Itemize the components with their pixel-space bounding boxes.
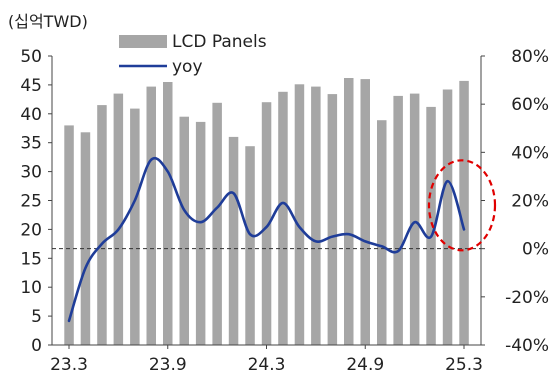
right-tick-label--40%: -40% bbox=[505, 336, 549, 356]
left-tick-label-50: 50 bbox=[20, 47, 42, 67]
left-tick-label-45: 45 bbox=[20, 76, 42, 96]
left-tick-label-0: 0 bbox=[31, 336, 42, 356]
highlight-ellipse-shape bbox=[427, 159, 497, 252]
left-tick-label-15: 15 bbox=[20, 249, 42, 269]
bar-24.10 bbox=[377, 120, 387, 345]
left-tick-label-30: 30 bbox=[20, 163, 42, 183]
bar-24.9 bbox=[360, 79, 370, 345]
highlight-ellipse bbox=[427, 159, 497, 252]
bar-24.3 bbox=[261, 102, 272, 345]
bar-25.3 bbox=[459, 80, 469, 346]
right-tick-label-40%: 40% bbox=[511, 143, 549, 163]
line-series-yoy bbox=[67, 156, 466, 323]
bar-25.2 bbox=[442, 89, 453, 345]
left-tick-label-25: 25 bbox=[20, 192, 42, 212]
bar-24.1 bbox=[228, 136, 239, 345]
bar-23.8 bbox=[146, 86, 156, 345]
bar-23.10 bbox=[179, 116, 189, 345]
bar-25.1 bbox=[426, 106, 436, 346]
bar-23.3 bbox=[64, 125, 74, 346]
unit-label: (십억TWD) bbox=[8, 12, 88, 31]
legend-swatch-lcd-panels bbox=[119, 35, 167, 48]
bar-23.12 bbox=[212, 102, 222, 345]
left-tick-label-20: 20 bbox=[20, 220, 42, 240]
x-axis: 23.3 23.9 24.3 24.9 25.3 bbox=[50, 344, 483, 375]
x-tick-label-23.9: 23.9 bbox=[149, 355, 187, 375]
right-tick-label-80%: 80% bbox=[511, 47, 549, 67]
left-axis: 0 5 10 15 20 25 30 35 40 45 50 bbox=[20, 47, 53, 356]
x-tick-label-24.9: 24.9 bbox=[346, 355, 384, 375]
bar-24.12 bbox=[409, 93, 420, 345]
bar-24.4 bbox=[278, 91, 288, 345]
bar-23.7 bbox=[130, 108, 140, 345]
left-tick-label-5: 5 bbox=[31, 307, 42, 327]
yoy-line-path bbox=[67, 156, 466, 323]
bar-24.6 bbox=[311, 86, 321, 345]
bar-23.9 bbox=[163, 82, 173, 345]
right-tick-label-0%: 0% bbox=[522, 240, 549, 260]
right-tick-label--20%: -20% bbox=[505, 288, 549, 308]
x-tick-label-24.3: 24.3 bbox=[248, 355, 286, 375]
legend-label-yoy: yoy bbox=[172, 57, 203, 77]
bar-24.11 bbox=[393, 95, 403, 346]
bar-23.5 bbox=[97, 105, 107, 345]
bar-24.8 bbox=[344, 78, 354, 345]
right-axis: -40% -20% 0% 20% 40% 60% 80% bbox=[480, 47, 549, 356]
x-tick-label-23.3: 23.3 bbox=[50, 355, 88, 375]
bar-24.7 bbox=[327, 94, 338, 345]
bar-23.4 bbox=[80, 132, 91, 345]
left-tick-label-35: 35 bbox=[20, 134, 42, 154]
bar-24.2 bbox=[245, 146, 255, 345]
x-tick-label-25.3: 25.3 bbox=[445, 355, 483, 375]
bar-24.5 bbox=[294, 84, 305, 346]
left-tick-label-40: 40 bbox=[20, 105, 42, 125]
bar-23.11 bbox=[195, 121, 206, 346]
bar-23.6 bbox=[113, 93, 124, 345]
left-tick-label-10: 10 bbox=[20, 278, 42, 298]
bar-series-lcd-panels bbox=[64, 78, 469, 346]
legend-label-lcd-panels: LCD Panels bbox=[172, 32, 267, 52]
right-tick-label-60%: 60% bbox=[511, 95, 549, 115]
right-tick-label-20%: 20% bbox=[511, 192, 549, 212]
legend: LCD Panels yoy bbox=[119, 32, 267, 77]
